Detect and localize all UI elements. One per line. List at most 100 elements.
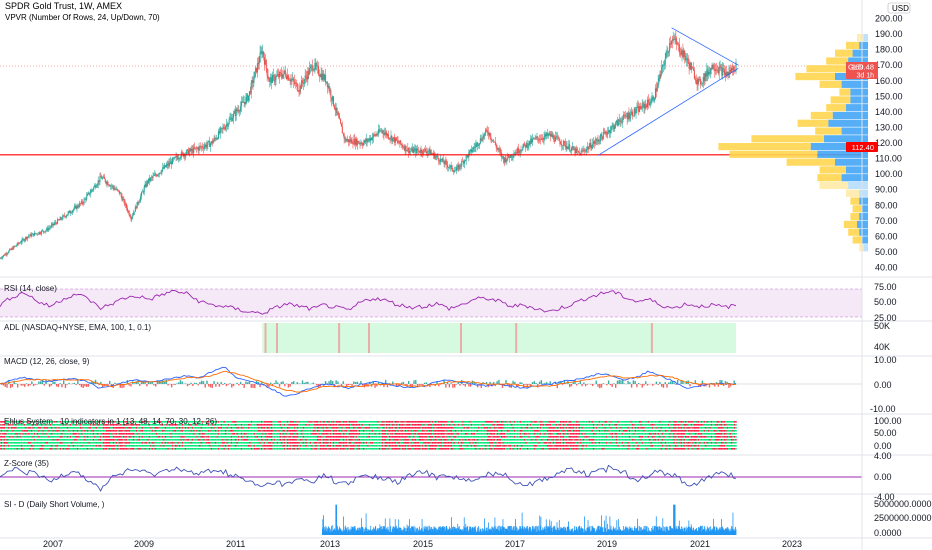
ehlus-dot <box>348 439 351 441</box>
ehlus-dot <box>164 430 167 432</box>
ehlus-dot <box>167 421 169 423</box>
candle-body <box>669 43 671 52</box>
ehlus-dot <box>273 445 276 447</box>
ehlus-dot <box>404 442 407 444</box>
ehlus-dot <box>40 445 43 447</box>
ehlus-dot <box>285 445 287 447</box>
candle-body <box>373 134 375 135</box>
candle-body <box>621 122 623 123</box>
ehlus-dot <box>319 436 322 438</box>
candle-body <box>152 175 154 178</box>
ehlus-dot <box>285 421 287 423</box>
ehlus-dot <box>187 442 190 444</box>
ehlus-dot <box>352 433 355 435</box>
macd-histogram-bar <box>622 379 624 384</box>
candle-body <box>614 126 616 129</box>
ehlus-dot <box>329 439 332 441</box>
vp-bar-up <box>839 88 851 96</box>
macd-histogram-bar <box>361 384 364 386</box>
ehlus-dot <box>112 433 115 435</box>
candle-body <box>303 79 305 84</box>
ehlus-dot <box>332 433 335 435</box>
macd-histogram-bar <box>400 382 403 384</box>
ehlus-dot <box>114 448 116 450</box>
ehlus-dot <box>266 436 269 438</box>
candle-body <box>55 222 57 224</box>
candle-body <box>179 158 181 159</box>
candle-body <box>251 80 253 83</box>
ehlus-dot <box>388 439 391 441</box>
ehlus-dot <box>324 430 326 432</box>
ehlus-dot <box>20 421 23 423</box>
ehlus-dot <box>213 424 215 426</box>
ehlus-dot <box>134 448 136 450</box>
ehlus-dot <box>88 436 90 438</box>
candle-body <box>347 139 349 141</box>
macd-histogram-bar <box>213 381 215 384</box>
ehlus-dot <box>33 439 36 441</box>
ehlus-dot <box>236 427 238 429</box>
ehlus-dot <box>350 445 352 447</box>
candle-body <box>173 157 175 159</box>
ehlus-dot <box>84 433 86 435</box>
ehlus-dot <box>394 442 397 444</box>
ehlus-dot <box>0 445 1 447</box>
macd-histogram-bar <box>616 380 619 384</box>
candle-body <box>169 162 171 164</box>
ehlus-dot <box>212 448 214 450</box>
ehlus-dot <box>314 442 316 444</box>
macd-histogram-bar <box>606 384 608 386</box>
candle-body <box>370 137 372 142</box>
candle-body <box>587 146 589 150</box>
vp-bar-down <box>841 174 868 182</box>
ehlus-dot <box>404 430 407 432</box>
ehlus-dot <box>306 448 309 450</box>
ehlus-dot <box>350 421 352 423</box>
ehlus-dot <box>289 448 292 450</box>
ehlus-dot <box>373 439 375 441</box>
ehlus-dot <box>115 436 118 438</box>
candle-body <box>554 140 556 142</box>
ehlus-dot <box>226 445 228 447</box>
ehlus-dot <box>137 421 139 423</box>
ehlus-dot <box>214 433 217 435</box>
ehlus-dot <box>68 421 70 423</box>
ehlus-dot <box>285 442 287 444</box>
candle-body <box>497 148 499 150</box>
ehlus-dot <box>72 427 75 429</box>
ehlus-dot <box>43 424 46 426</box>
ehlus-dot <box>89 436 92 438</box>
ehlus-dot <box>391 424 394 426</box>
ehlus-dot <box>193 430 195 432</box>
ehlus-dot <box>204 421 207 423</box>
ehlus-dot <box>259 430 261 432</box>
candle-body <box>516 152 518 154</box>
ehlus-dot <box>358 445 361 447</box>
ehlus-dot <box>220 424 223 426</box>
ehlus-dot <box>7 430 10 432</box>
macd-histogram-bar <box>257 381 260 384</box>
price-pane[interactable] <box>0 27 862 260</box>
indicator-panes <box>0 288 862 535</box>
ehlus-dot <box>332 442 335 444</box>
candle-body <box>332 96 334 101</box>
ehlus-dot <box>144 439 146 441</box>
candle-body <box>685 56 687 61</box>
ehlus-dot <box>125 436 128 438</box>
ehlus-dot <box>360 433 362 435</box>
ehlus-dot <box>164 436 167 438</box>
ehlus-dot <box>109 421 112 423</box>
ehlus-dot <box>263 427 266 429</box>
ehlus-dot <box>354 439 356 441</box>
ehlus-dot <box>321 445 323 447</box>
candle-body <box>708 71 710 76</box>
candle-body <box>301 80 303 89</box>
ehlus-dot <box>49 439 52 441</box>
ehlus-dot <box>352 421 355 423</box>
macd-histogram-bar <box>4 384 7 387</box>
ehlus-dot <box>29 427 31 429</box>
ehlus-dot <box>358 421 361 423</box>
ehlus-dot <box>55 427 57 429</box>
ehlus-dot <box>309 442 312 444</box>
